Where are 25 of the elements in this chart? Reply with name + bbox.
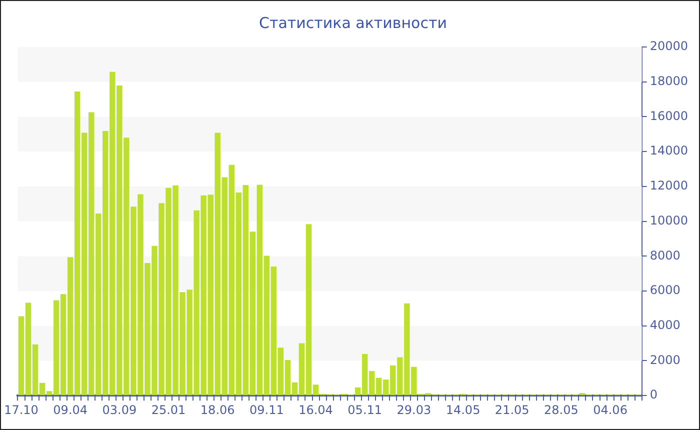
y-tick-label: 16000 <box>650 108 688 123</box>
y-tick-label: 18000 <box>650 74 688 88</box>
x-tick-label: 18.06 <box>200 402 235 417</box>
x-tick-label: 17.10 <box>4 402 38 417</box>
x-tick-label: 25.01 <box>151 402 186 417</box>
x-tick-label: 29.03 <box>396 402 432 417</box>
y-tick-label: 14000 <box>650 144 688 158</box>
x-tick-label: 28.05 <box>544 402 578 417</box>
x-tick-label: 05.11 <box>348 402 382 417</box>
x-tick-label: 09.04 <box>53 402 88 417</box>
y-tick-label: 20000 <box>650 39 688 54</box>
y-tick-label: 4000 <box>650 318 680 332</box>
x-tick-label: 21.05 <box>494 402 530 417</box>
y-tick-label: 2000 <box>650 352 680 367</box>
y-tick-label: 10000 <box>650 213 688 228</box>
x-tick-label: 04.06 <box>593 402 628 417</box>
x-tick-label: 03.09 <box>102 402 137 417</box>
x-tick-label: 14.05 <box>446 402 480 417</box>
y-tick-label: 0 <box>650 388 658 402</box>
y-tick-label: 6000 <box>650 283 680 298</box>
y-tick-label: 12000 <box>650 178 688 193</box>
y-tick-label: 8000 <box>650 248 680 262</box>
chart-title: Статистика активности <box>259 14 447 32</box>
x-tick-label: 09.11 <box>250 402 284 417</box>
x-tick-label: 16.04 <box>298 402 333 417</box>
